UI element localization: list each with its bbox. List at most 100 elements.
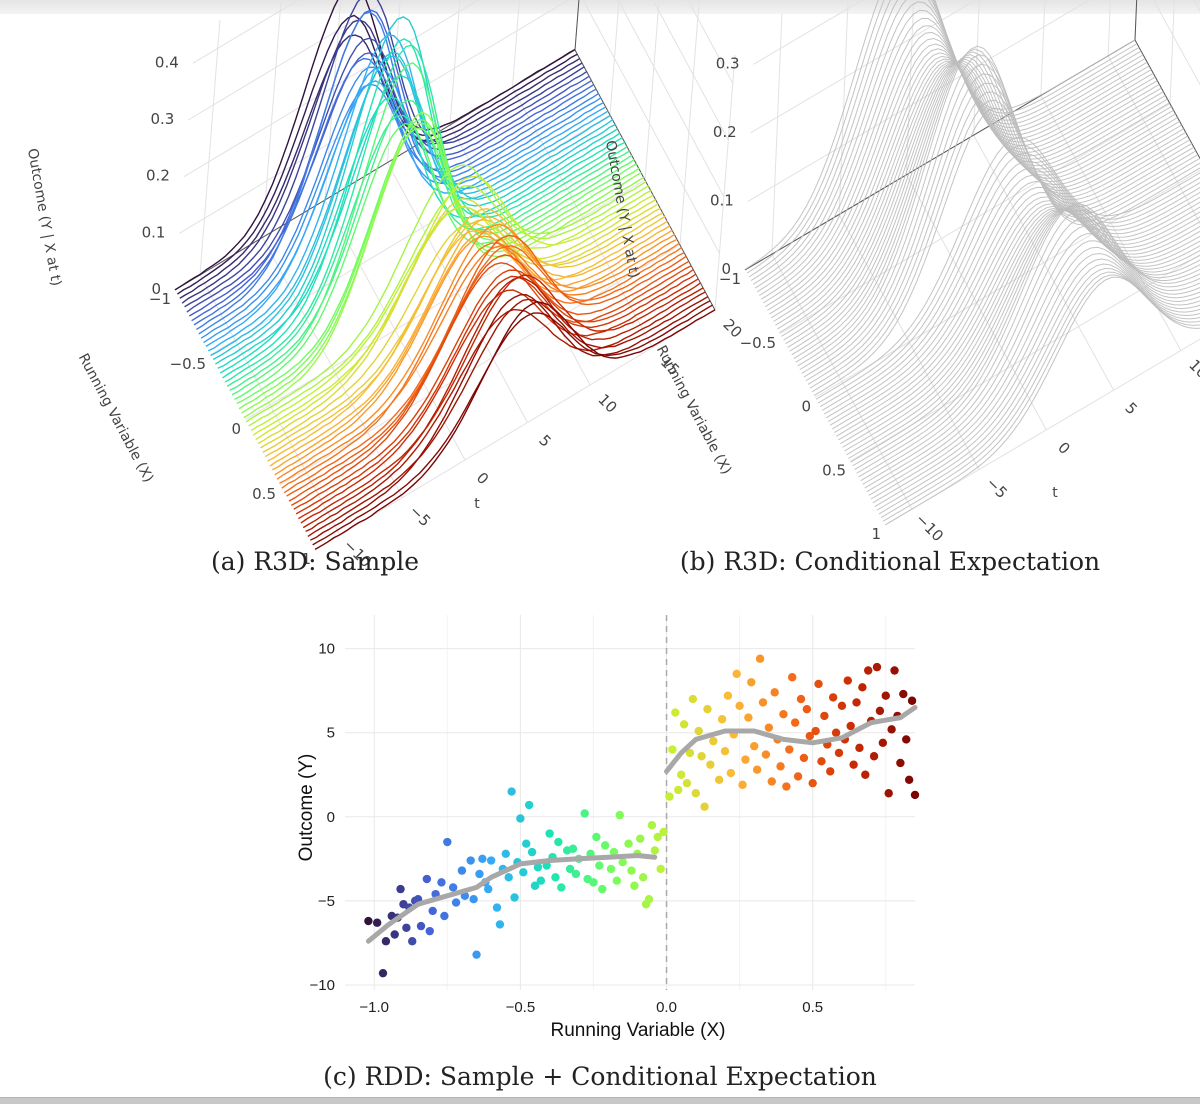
- panel-b-surface-line-56: [858, 203, 1200, 478]
- panel-a-curve-34: [255, 199, 657, 441]
- panel-c-ytick-label-4: 10: [318, 641, 335, 658]
- panel-c-point-20: [440, 911, 449, 921]
- panel-c-point-33: [486, 856, 496, 865]
- panel-c-point-105: [720, 747, 730, 756]
- panel-b-ztick-label-0: 0: [721, 260, 731, 278]
- panel-c-point-95: [688, 694, 698, 704]
- panel-c-point-5: [390, 930, 399, 939]
- panel-c-point-97: [694, 726, 703, 736]
- panel-b-t-axis-title: t: [1052, 485, 1058, 501]
- panel-c-point-157: [872, 662, 882, 672]
- panel-b-surface-line-22: [789, 58, 1180, 352]
- panel-c-point-67: [598, 884, 607, 894]
- panel-b-ttick-label-1: −5: [982, 474, 1010, 502]
- panel-c-point-23: [451, 898, 461, 907]
- panel-a-xtick-label-0: −1: [149, 290, 171, 308]
- panel-c-point-136: [811, 726, 820, 736]
- panel-c-point-76: [630, 881, 639, 890]
- panel-b-xtick-label-3: 0.5: [822, 461, 846, 479]
- panel-b-surface-line-52: [850, 208, 1200, 463]
- panel-c-point-111: [738, 780, 747, 790]
- panel-c-point-53: [551, 873, 560, 882]
- panel-a-curve-59: [314, 301, 716, 550]
- panel-c-point-75: [627, 866, 636, 875]
- panel-c-point-16: [425, 926, 434, 936]
- panel-a-curve-16: [212, 51, 614, 361]
- panel-a-xtick-label-4: 1: [301, 550, 311, 568]
- panel-a-curve-38: [264, 208, 666, 458]
- panel-a-ztick-label-4: 0.4: [155, 53, 179, 71]
- panel-b-surface-line-19: [783, 62, 1174, 341]
- panel-c-point-166: [899, 689, 908, 699]
- panel-b-surface-line-29: [803, 63, 1195, 378]
- panel-b-surface-line-20: [785, 61, 1176, 345]
- panel-b-surface-line-15: [775, 58, 1166, 326]
- panel-c-point-159: [878, 738, 888, 748]
- panel-b-surface-line-32: [809, 91, 1200, 389]
- caption-panel-b: (b) R3D: Conditional Expectation: [680, 547, 1100, 576]
- panel-c-point-38: [504, 873, 513, 882]
- panel-b-surface-line-67: [880, 271, 1200, 519]
- panel-c-point-150: [852, 698, 861, 707]
- panel-c-point-117: [755, 654, 765, 663]
- panel-a-curve-11: [200, 83, 602, 339]
- panel-c-point-79: [638, 873, 648, 882]
- panel-c-point-11: [408, 937, 417, 946]
- panel-b-r3d-conditional-expectation: −1−0.500.51−10−505101500.10.20.3Outcome …: [602, 0, 1200, 545]
- panel-b-surface-line-30: [805, 73, 1197, 382]
- panel-c-point-57: [565, 864, 575, 874]
- panel-a-curve-42: [274, 233, 676, 476]
- panel-c-xtick-label-1: −0.5: [506, 999, 536, 1016]
- panel-c-point-59: [571, 869, 581, 879]
- panel-c-point-135: [808, 778, 817, 788]
- panel-b-surface-line-48: [842, 207, 1200, 448]
- panel-c-point-58: [568, 844, 578, 853]
- panel-c-point-106: [723, 691, 733, 700]
- panel-b-surface-line-39: [823, 167, 1200, 415]
- panel-a-curve-35: [257, 198, 659, 445]
- panel-a-curve-50: [293, 268, 695, 510]
- panel-a-curve-23: [229, 99, 630, 391]
- panel-b-surface-line-63: [872, 252, 1200, 504]
- panel-b-surface-line-21: [787, 60, 1178, 348]
- panel-a-curve-51: [295, 273, 697, 515]
- panel-b-ttick-label-0: −10: [912, 510, 947, 545]
- panel-a-r3d-sample: −1−0.500.51 −10−50510152000.10.20.30.4Out…: [24, 0, 746, 571]
- panel-c-point-26: [466, 856, 475, 865]
- panel-c-point-84: [653, 832, 662, 842]
- panel-b-surface-line-62: [870, 246, 1200, 500]
- panel-c-point-39: [507, 787, 516, 796]
- panel-c-point-168: [904, 775, 914, 784]
- panel-b-surface-line-28: [801, 54, 1193, 374]
- panel-b-surface-line-53: [852, 207, 1200, 467]
- panel-c-point-148: [846, 721, 855, 731]
- panel-a-curve-52: [298, 278, 699, 520]
- panel-b-surface-line-0: [744, 0, 1136, 270]
- panel-c-point-114: [747, 678, 756, 687]
- panel-c-point-85: [656, 864, 665, 874]
- panel-c-point-93: [682, 778, 692, 788]
- panel-c-point-147: [843, 676, 852, 685]
- panel-b-x-axis-title: Running Variable (X): [653, 343, 734, 477]
- panel-a-curve-30: [245, 164, 647, 423]
- panel-a-curve-13: [205, 80, 607, 347]
- panel-c-point-72: [615, 810, 624, 820]
- panel-c-point-44: [522, 839, 531, 848]
- panel-c-point-46: [527, 847, 537, 857]
- caption-panel-c: (c) RDD: Sample + Conditional Expectatio…: [323, 1062, 877, 1091]
- panel-b-ztick-label-3: 0.3: [716, 54, 740, 72]
- panel-b-ztick-label-1: 0.1: [710, 191, 734, 209]
- panel-c-y-axis-title: Outcome (Y): [296, 754, 317, 862]
- panel-c-point-68: [600, 841, 610, 850]
- panel-b-ttick-label-4: 10: [1185, 356, 1200, 382]
- panel-c-point-87: [665, 792, 674, 801]
- panel-a-curve-17: [215, 16, 616, 365]
- panel-b-axis-vertical: [1134, 0, 1138, 41]
- panel-b-surface-line-69: [884, 276, 1200, 526]
- panel-c-point-94: [685, 748, 695, 758]
- panel-c-point-133: [802, 704, 812, 714]
- panel-b-surface-line-49: [844, 208, 1200, 452]
- panel-c-point-153: [861, 770, 870, 779]
- panel-c-x-axis-title: Running Variable (X): [551, 1020, 726, 1041]
- panel-a-curve-7: [191, 9, 592, 322]
